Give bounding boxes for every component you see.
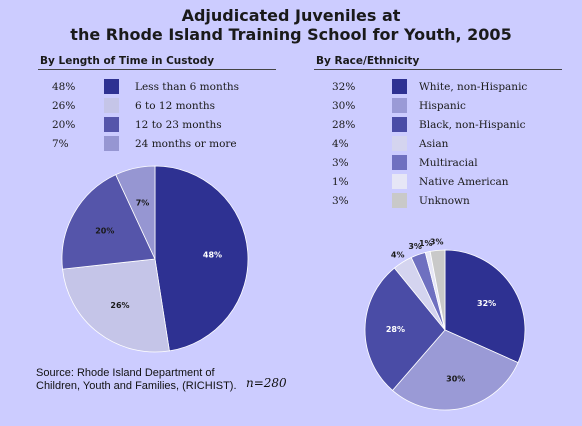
legend-item: 48% Less than 6 months	[52, 77, 239, 96]
pie-slice	[154, 165, 249, 352]
legend-swatch	[392, 117, 407, 132]
pie-slice	[444, 249, 526, 364]
pie-slice	[62, 258, 170, 353]
title-line-1: Adjudicated Juveniles at	[181, 6, 401, 25]
legend-value: 32%	[332, 80, 356, 93]
right-chart-title: By Race/Ethnicity	[316, 55, 420, 67]
pie-slice	[391, 329, 519, 411]
legend-value: 7%	[52, 137, 69, 150]
pie-slice	[115, 165, 156, 260]
source-note: Source: Rhode Island Department of Child…	[36, 367, 237, 392]
slice-label: 48%	[203, 251, 222, 260]
legend-label: Black, non-Hispanic	[419, 118, 526, 131]
pie-slice	[61, 174, 156, 270]
legend-item: 1% Native American	[332, 172, 527, 191]
legend-value: 28%	[332, 118, 356, 131]
sample-size-label: n=280	[246, 376, 287, 390]
legend-value: 1%	[332, 175, 349, 188]
legend-swatch	[392, 79, 407, 94]
slice-label: 28%	[386, 325, 405, 334]
pie-slice	[429, 249, 446, 331]
slice-label: 3%	[430, 237, 444, 246]
slice-label: 7%	[136, 199, 150, 208]
legend-value: 30%	[332, 99, 356, 112]
legend-swatch	[392, 174, 407, 189]
title-line-2: the Rhode Island Training School for You…	[70, 25, 512, 44]
right-title-rule	[314, 69, 562, 70]
slice-label: 3%	[408, 242, 422, 251]
legend-item: 7% 24 months or more	[52, 134, 239, 153]
slice-label: 26%	[110, 301, 129, 310]
legend-swatch	[104, 79, 119, 94]
legend-item: 26% 6 to 12 months	[52, 96, 239, 115]
legend-label: 12 to 23 months	[135, 118, 222, 131]
legend-value: 4%	[332, 137, 349, 150]
legend-label: Native American	[419, 175, 509, 188]
legend-item: 32% White, non-Hispanic	[332, 77, 527, 96]
legend-label: White, non-Hispanic	[419, 80, 528, 93]
legend-label: Unknown	[419, 194, 470, 207]
legend-value: 20%	[52, 118, 76, 131]
legend-value: 3%	[332, 194, 349, 207]
legend-value: 3%	[332, 156, 349, 169]
legend-label: Hispanic	[419, 99, 466, 112]
slice-label: 4%	[391, 251, 405, 260]
legend-swatch	[392, 193, 407, 208]
slice-label: 1%	[419, 239, 433, 248]
pie-slice	[364, 267, 446, 391]
legend-value: 48%	[52, 80, 76, 93]
chart-title: Adjudicated Juveniles at the Rhode Islan…	[0, 6, 582, 44]
legend-value: 26%	[52, 99, 76, 112]
legend-swatch	[104, 98, 119, 113]
legend-item: 3% Multiracial	[332, 153, 527, 172]
left-legend: 48% Less than 6 months 26% 6 to 12 months 20…	[52, 77, 239, 153]
legend-swatch	[392, 98, 407, 113]
legend-label: Multiracial	[419, 156, 478, 169]
legend-label: 24 months or more	[135, 137, 237, 150]
legend-swatch	[392, 136, 407, 151]
legend-label: 6 to 12 months	[135, 99, 216, 112]
slice-label: 20%	[95, 227, 114, 236]
slice-label: 32%	[477, 299, 496, 308]
legend-label: Less than 6 months	[135, 80, 240, 93]
legend-swatch	[392, 155, 407, 170]
legend-label: Asian	[419, 137, 449, 150]
legend-item: 20% 12 to 23 months	[52, 115, 239, 134]
legend-swatch	[104, 117, 119, 132]
legend-swatch	[104, 136, 119, 151]
legend-item: 4% Asian	[332, 134, 527, 153]
legend-item: 3% Unknown	[332, 191, 527, 210]
legend-item: 28% Black, non-Hispanic	[332, 115, 527, 134]
legend-item: 30% Hispanic	[332, 96, 527, 115]
right-legend: 32% White, non-Hispanic 30% Hispanic 28% Blac…	[332, 77, 527, 210]
left-title-rule	[38, 69, 276, 70]
left-chart-title: By Length of Time in Custody	[40, 55, 215, 67]
slice-label: 30%	[446, 374, 465, 383]
